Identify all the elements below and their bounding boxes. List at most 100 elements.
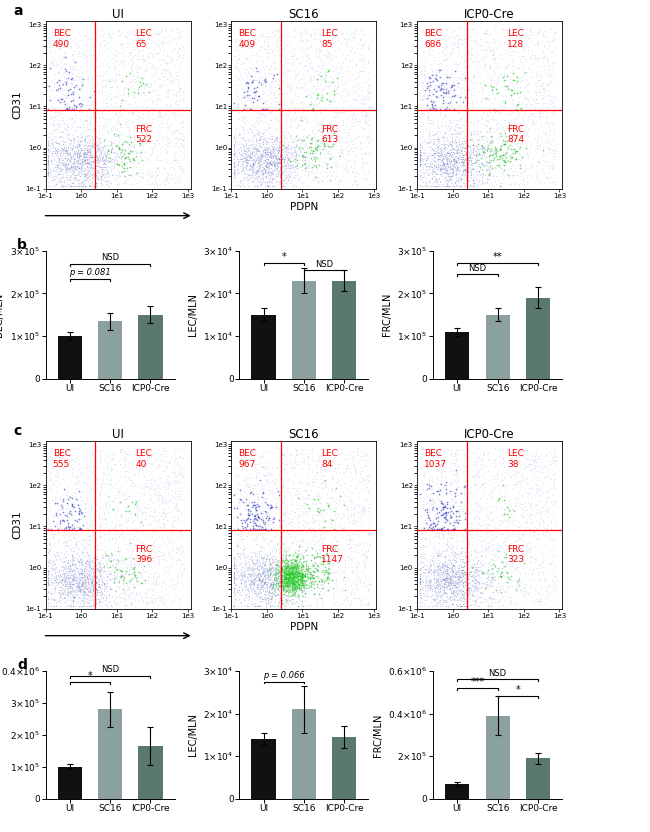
Point (421, 32, 432, 46)
Point (447, 560, 458, 573)
Point (233, 539, 243, 552)
Point (263, 592, 274, 605)
Point (76, 593, 86, 607)
Point (435, 152, 445, 166)
Point (415, 587, 425, 600)
Point (261, 592, 272, 605)
Point (92, 444, 103, 458)
Point (437, 572, 448, 586)
Point (88, 593, 98, 607)
Point (71, 579, 81, 592)
Point (497, 478, 508, 492)
Point (324, 71, 335, 84)
Point (114, 130, 124, 143)
Point (466, 565, 476, 578)
Point (63, 67, 73, 80)
Point (448, 154, 459, 167)
Point (445, 591, 455, 604)
Point (458, 552, 468, 566)
Point (275, 529, 285, 542)
Point (176, 126, 186, 140)
Point (246, 151, 256, 165)
Point (151, 532, 161, 546)
Point (233, 106, 244, 119)
Point (172, 140, 183, 153)
Point (240, 587, 251, 601)
Point (462, 59, 472, 72)
Point (339, 520, 349, 533)
Point (539, 29, 549, 42)
Point (419, 70, 430, 83)
Point (285, 566, 295, 579)
Point (122, 112, 132, 126)
Point (528, 56, 539, 69)
Point (246, 504, 256, 518)
Point (249, 567, 259, 581)
Point (272, 175, 283, 188)
Point (124, 152, 135, 166)
Point (60, 65, 71, 78)
Point (523, 497, 533, 510)
Point (456, 37, 467, 51)
Point (350, 545, 361, 558)
Point (285, 561, 296, 574)
Point (259, 587, 269, 601)
Point (330, 104, 341, 117)
Point (352, 572, 363, 586)
Point (235, 179, 246, 192)
Point (484, 507, 495, 520)
Point (345, 465, 356, 478)
Point (102, 569, 112, 582)
Point (472, 44, 482, 57)
Point (442, 52, 452, 65)
Point (164, 166, 175, 179)
Point (489, 592, 499, 606)
Point (291, 573, 301, 587)
Point (120, 551, 131, 564)
Point (79, 570, 89, 583)
Point (458, 48, 469, 62)
Point (290, 531, 300, 544)
Point (137, 595, 148, 608)
Bar (445, 784, 469, 799)
Point (294, 488, 304, 501)
Point (549, 27, 560, 40)
Point (469, 562, 480, 575)
Point (260, 445, 270, 458)
Point (279, 463, 289, 476)
Point (456, 574, 466, 587)
Point (111, 54, 122, 67)
Point (322, 497, 333, 510)
Point (111, 67, 121, 81)
Point (329, 483, 339, 497)
Point (116, 561, 126, 574)
Point (101, 521, 111, 534)
Point (60, 595, 70, 608)
Text: FRC
874: FRC 874 (507, 125, 524, 144)
Point (435, 148, 445, 161)
Point (281, 584, 291, 597)
Point (346, 517, 357, 530)
Point (302, 570, 312, 583)
Point (463, 158, 473, 171)
Point (285, 577, 295, 591)
Point (304, 158, 314, 171)
Point (103, 126, 113, 139)
Point (362, 88, 372, 102)
Point (254, 455, 265, 468)
Point (79, 43, 89, 57)
Point (314, 481, 324, 494)
Point (447, 577, 458, 590)
Point (292, 581, 303, 594)
Point (547, 550, 557, 563)
Point (174, 525, 185, 538)
Point (330, 136, 340, 149)
Point (285, 572, 296, 585)
Point (71, 536, 81, 549)
Point (276, 567, 286, 581)
Point (337, 150, 348, 163)
Point (441, 539, 451, 552)
Point (264, 597, 274, 610)
Point (158, 131, 168, 145)
Point (510, 478, 521, 491)
